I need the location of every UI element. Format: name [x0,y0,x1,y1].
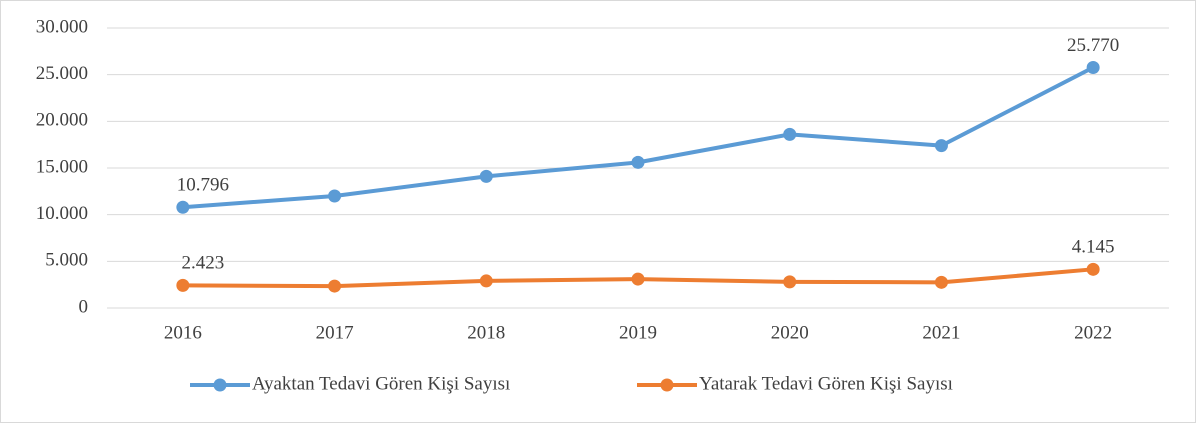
x-tick-label: 2018 [467,322,505,343]
data-point [328,189,342,203]
y-tick-label: 10.000 [36,203,88,224]
data-label: 2.423 [181,253,224,274]
x-tick-label: 2021 [922,322,960,343]
data-point [934,275,948,289]
legend-label: Yatarak Tedavi Gören Kişi Sayısı [699,373,953,394]
data-point [934,139,948,153]
y-tick-label: 30.000 [36,16,88,37]
data-point [479,169,493,183]
data-point [479,274,493,288]
legend-label: Ayaktan Tedavi Gören Kişi Sayısı [252,373,510,394]
data-label: 10.796 [177,175,229,196]
data-point [1086,60,1100,74]
data-point [176,278,190,292]
x-tick-label: 2017 [316,322,354,343]
data-point [176,200,190,214]
data-label: 25.770 [1067,35,1119,56]
y-tick-label: 0 [79,296,89,317]
x-tick-label: 2022 [1074,322,1112,343]
legend-marker [660,378,674,392]
data-point [328,279,342,293]
y-tick-label: 25.000 [36,63,88,84]
data-point [1086,262,1100,276]
legend-marker [213,378,227,392]
data-point [631,272,645,286]
y-tick-label: 15.000 [36,156,88,177]
data-point [783,127,797,141]
y-tick-label: 5.000 [45,250,88,271]
y-tick-label: 20.000 [36,110,88,131]
data-point [783,275,797,289]
x-tick-label: 2016 [164,322,202,343]
data-label: 4.145 [1072,237,1115,258]
x-tick-label: 2019 [619,322,657,343]
x-tick-label: 2020 [771,322,809,343]
data-point [631,155,645,169]
